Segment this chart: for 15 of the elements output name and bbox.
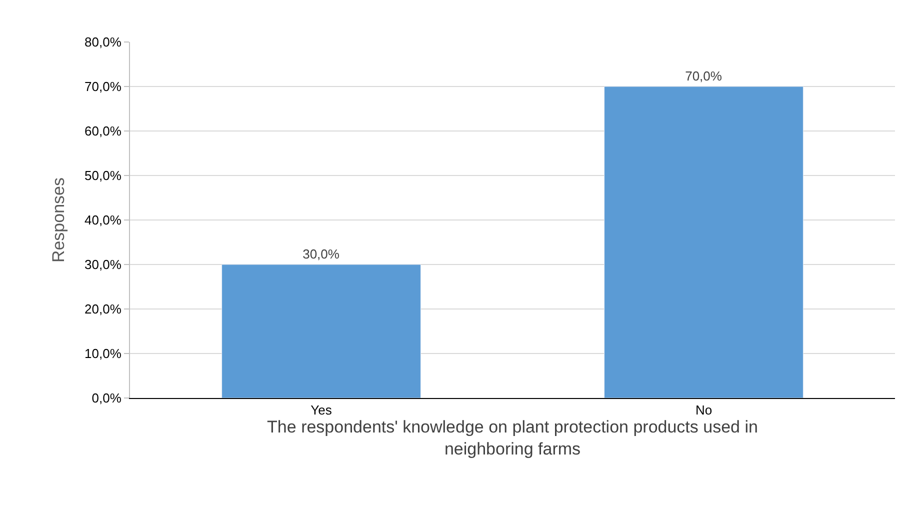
y-tick-label: 80,0% — [84, 34, 122, 50]
data-label: 70,0% — [685, 68, 722, 84]
y-tick-label: 50,0% — [84, 168, 122, 184]
x-axis-title: The respondents' knowledge on plant protection products used in neighboring farms — [267, 418, 758, 459]
x-tick-label: No — [695, 402, 712, 418]
y-tick-label: 70,0% — [84, 79, 122, 94]
y-axis-title: Responses — [49, 177, 68, 263]
y-tick-label: 40,0% — [84, 212, 122, 228]
x-tick-label: Yes — [310, 402, 332, 418]
data-label: 30,0% — [302, 246, 340, 262]
y-tick-label: 60,0% — [84, 124, 122, 139]
y-tick-label: 10,0% — [84, 346, 122, 362]
y-tick-label: 30,0% — [84, 257, 122, 272]
y-tick-label: 20,0% — [84, 302, 122, 317]
y-tick-label: 0,0% — [92, 390, 122, 406]
